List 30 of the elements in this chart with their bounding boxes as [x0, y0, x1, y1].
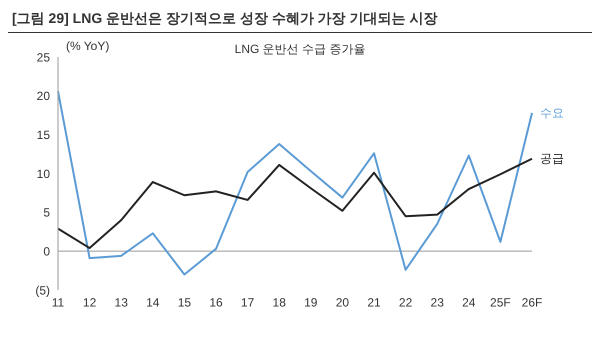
- line-series: [57, 158, 533, 250]
- y-axis-title: (% YoY): [66, 39, 110, 53]
- y-tick-label: 5: [43, 206, 50, 220]
- chart-title: [그림 29] LNG 운반선은 장기적으로 성장 수혜가 가장 기대되는 시장: [8, 8, 592, 33]
- x-tick-label: 20: [336, 296, 350, 310]
- x-tick-label: 25F: [490, 296, 511, 310]
- y-tick-label: 25: [36, 50, 50, 64]
- y-tick-label: 15: [36, 128, 50, 142]
- x-tick-label: 19: [304, 296, 318, 310]
- x-tick-label: 14: [146, 296, 160, 310]
- x-tick-label: 24: [462, 296, 476, 310]
- y-tick-label: 20: [36, 89, 50, 104]
- x-tick-label: 17: [240, 296, 255, 310]
- line-series: [57, 90, 533, 276]
- series-label: 수요: [540, 106, 564, 120]
- x-tick-label: 23: [430, 296, 444, 310]
- x-tick-label: 12: [82, 296, 97, 310]
- x-tick-label: 15: [178, 296, 192, 310]
- x-tick-label: 16: [209, 296, 223, 310]
- y-tick-label: 0: [43, 244, 50, 258]
- x-tick-label: 22: [398, 296, 413, 310]
- x-tick-label: 26F: [522, 296, 542, 310]
- x-tick-label: 18: [272, 296, 286, 310]
- x-tick-label: 11: [52, 296, 65, 310]
- x-tick-label: 13: [114, 296, 128, 310]
- chart-subtitle: LNG 운반선 수급 증가율: [234, 42, 366, 56]
- y-tick-label: 10: [36, 166, 50, 181]
- y-tick-label: (5): [35, 283, 50, 298]
- series-label: 공급: [540, 152, 564, 166]
- x-tick-label: 21: [367, 296, 381, 310]
